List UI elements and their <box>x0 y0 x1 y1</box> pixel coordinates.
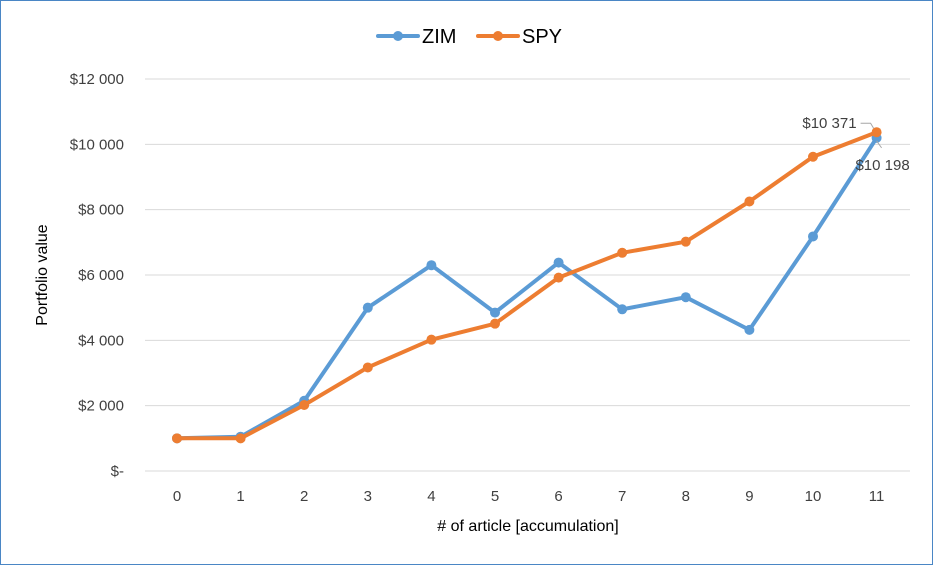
x-tick-label: 6 <box>554 488 562 505</box>
series-spy <box>172 127 882 444</box>
x-axis-tick-labels: 0 1 2 3 4 5 6 7 8 9 10 11 <box>173 488 885 505</box>
x-tick-label: 1 <box>236 488 244 505</box>
data-point-zim <box>744 324 755 335</box>
series-line-spy <box>175 130 879 441</box>
legend-item-spy: SPY <box>476 26 562 48</box>
x-axis-title: # of article [accumulation] <box>437 518 618 535</box>
data-point-spy <box>426 334 437 345</box>
data-point-spy <box>617 247 628 258</box>
x-tick-label: 4 <box>427 488 435 505</box>
data-point-spy <box>490 318 500 329</box>
series-line-zim <box>175 135 879 441</box>
legend-swatch-marker <box>493 31 503 41</box>
y-tick-label: $4 000 <box>78 332 124 349</box>
legend-label: SPY <box>522 26 562 48</box>
y-tick-label: $8 000 <box>78 202 124 219</box>
series-lines <box>172 127 882 444</box>
data-point-spy <box>235 433 246 444</box>
data-point-spy <box>808 151 818 162</box>
legend-item-zim: ZIM <box>376 26 456 48</box>
x-tick-label: 11 <box>869 488 885 505</box>
x-tick-label: 0 <box>173 488 181 505</box>
y-tick-label: $- <box>111 463 124 480</box>
data-point-spy <box>299 400 310 411</box>
data-label-leader <box>876 140 883 149</box>
x-tick-label: 9 <box>745 488 753 505</box>
data-point-zim <box>680 292 691 303</box>
data-point-spy <box>172 433 182 444</box>
legend-swatch-marker <box>393 31 403 41</box>
x-tick-label: 10 <box>805 488 822 505</box>
data-point-spy <box>553 272 564 283</box>
x-tick-label: 8 <box>682 488 690 505</box>
data-point-zim <box>362 302 373 313</box>
data-point-zim <box>808 231 818 242</box>
data-point-zim <box>490 307 500 318</box>
data-point-spy <box>362 362 373 373</box>
data-point-zim <box>426 260 437 271</box>
x-tick-label: 5 <box>491 488 499 505</box>
data-label-zim: $10 198 <box>855 157 909 174</box>
y-tick-label: $12 000 <box>70 71 124 88</box>
data-point-zim <box>553 257 564 268</box>
x-tick-label: 3 <box>364 488 372 505</box>
data-point-spy <box>680 236 691 247</box>
y-tick-label: $10 000 <box>70 136 124 153</box>
data-point-spy <box>871 127 882 138</box>
x-tick-label: 2 <box>300 488 308 505</box>
data-point-zim <box>617 304 628 315</box>
y-tick-label: $2 000 <box>78 398 124 415</box>
data-label-leader <box>860 122 875 129</box>
y-tick-label: $6 000 <box>78 267 124 284</box>
x-tick-label: 7 <box>618 488 626 505</box>
legend: ZIM SPY <box>376 26 562 48</box>
gridlines <box>145 78 910 472</box>
series-zim <box>172 132 882 444</box>
data-labels: $10 371 $10 198 <box>802 115 909 174</box>
data-label-spy: $10 371 <box>802 115 856 132</box>
y-axis-title: Portfolio value <box>34 224 51 325</box>
data-point-spy <box>744 196 755 207</box>
y-axis-tick-labels: $- $2 000 $4 000 $6 000 $8 000 $10 000 $12 000 <box>70 71 124 480</box>
legend-label: ZIM <box>422 26 456 48</box>
